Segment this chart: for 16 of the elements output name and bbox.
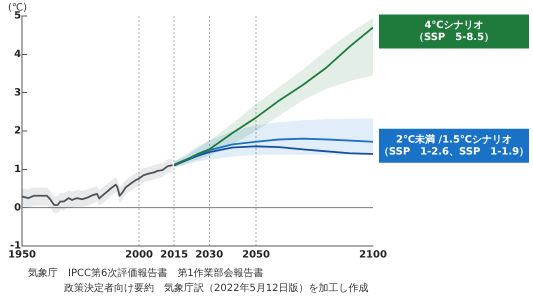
x-tick-label: 1950 (8, 250, 36, 261)
x-tick-label: 2030 (195, 250, 224, 261)
y-tick-label: 1 (14, 164, 22, 175)
y-tick-label: 5 (14, 10, 22, 22)
text: 政策決定者向け要約 気象庁訳（2022年5月12日版）を加工し作成 (63, 282, 369, 296)
x-tick-label: 2100 (359, 250, 387, 261)
y-tick-label: 3 (14, 87, 22, 98)
y-tick-label: 2 (14, 126, 22, 137)
series-label: 2℃未満 /1.5℃シナリオ（SSP 1-2.6、SSP 1-1.9） (378, 133, 530, 158)
x-tick-label: 2050 (242, 250, 270, 261)
y-tick-label: 0 (14, 202, 22, 214)
x-tick-label: 2000 (125, 250, 154, 261)
text: 4℃シナリオ（SSP 5-8.5） (414, 20, 494, 44)
text: 気象庁 IPCC第6次評価報告書 第1作業部会報告書 (28, 266, 265, 281)
x-tick-label: 2015 (160, 250, 188, 261)
y-tick-label: 4 (14, 48, 22, 60)
